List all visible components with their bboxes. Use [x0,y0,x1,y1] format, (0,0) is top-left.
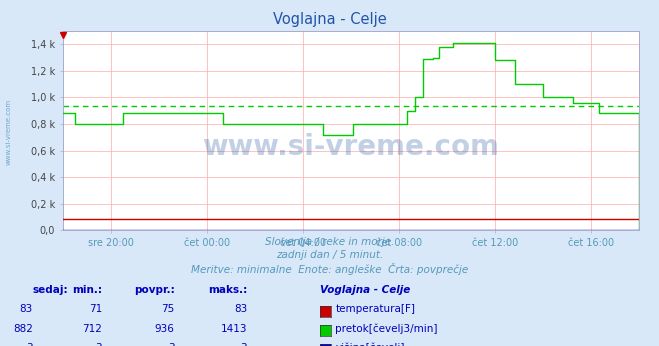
Text: sedaj:: sedaj: [33,285,69,295]
Text: Voglajna - Celje: Voglajna - Celje [273,12,386,27]
Text: 83: 83 [234,304,247,315]
Text: 3: 3 [26,343,33,346]
Text: temperatura[F]: temperatura[F] [335,304,415,315]
Text: 3: 3 [168,343,175,346]
Text: Slovenija / reke in morje.: Slovenija / reke in morje. [265,237,394,247]
Text: Meritve: minimalne  Enote: angleške  Črta: povprečje: Meritve: minimalne Enote: angleške Črta:… [191,263,468,275]
Text: 83: 83 [20,304,33,315]
Text: višina[čevelj]: višina[čevelj] [335,343,405,346]
Text: Voglajna - Celje: Voglajna - Celje [320,285,410,295]
Text: pretok[čevelj3/min]: pretok[čevelj3/min] [335,324,438,334]
Text: min.:: min.: [72,285,102,295]
Text: 3: 3 [241,343,247,346]
Text: 712: 712 [82,324,102,334]
Text: 71: 71 [89,304,102,315]
Text: www.si-vreme.com: www.si-vreme.com [5,98,12,165]
Text: 75: 75 [161,304,175,315]
Text: www.si-vreme.com: www.si-vreme.com [202,133,500,161]
Text: 882: 882 [13,324,33,334]
Text: 936: 936 [155,324,175,334]
Text: 1413: 1413 [221,324,247,334]
Text: povpr.:: povpr.: [134,285,175,295]
Text: zadnji dan / 5 minut.: zadnji dan / 5 minut. [276,250,383,260]
Text: 3: 3 [96,343,102,346]
Text: maks.:: maks.: [208,285,247,295]
